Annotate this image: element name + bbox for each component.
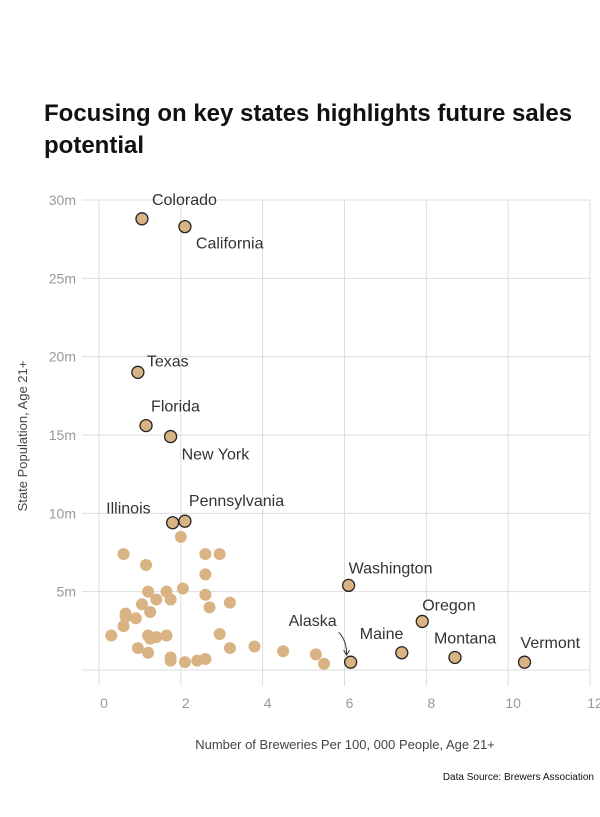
x-tick-label: 12	[587, 695, 600, 711]
y-axis-label: State Population, Age 21+	[15, 361, 30, 512]
scatter-point	[178, 656, 191, 669]
scatter-point	[199, 568, 212, 581]
scatter-point	[213, 548, 226, 561]
y-tick-label: 30m	[49, 192, 76, 208]
scatter-point-alaska	[343, 655, 358, 669]
scatter-point	[248, 640, 261, 653]
point-label-montana: Montana	[434, 630, 496, 647]
y-tick-label: 10m	[49, 505, 76, 521]
scatter-point-vermont	[517, 655, 532, 669]
scatter-point	[119, 610, 132, 623]
gridlines	[82, 199, 591, 686]
scatter-point	[140, 559, 153, 572]
scatter-point-maine	[395, 646, 409, 660]
x-axis-label: Number of Breweries Per 100, 000 People,…	[195, 737, 495, 752]
scatter-point	[117, 548, 130, 561]
y-tick-label: 15m	[49, 427, 76, 443]
tick-labels: 5m 10m 15m 20m 25m 30m 0 2 4 6 8 10 12	[49, 192, 600, 711]
scatter-point	[117, 620, 130, 633]
scatter-point-pennsylvania	[178, 514, 192, 528]
alaska-leader-arrow	[343, 649, 351, 657]
x-tick-label: 0	[100, 695, 108, 711]
scatter-point	[131, 642, 144, 655]
point-label-vermont: Vermont	[521, 635, 581, 652]
scatter-point	[277, 645, 290, 658]
scatter-point	[223, 642, 236, 655]
scatter-point	[199, 653, 212, 666]
scatter-point	[144, 606, 157, 619]
alaska-leader-line	[338, 631, 348, 655]
point-label-colorado: Colorado	[152, 192, 217, 209]
scatter-point	[105, 629, 118, 642]
y-tick-label: 25m	[49, 270, 76, 286]
scatter-point	[142, 646, 155, 659]
point-label-florida: Florida	[151, 399, 200, 416]
x-tick-label: 2	[182, 695, 190, 711]
scatter-point-colorado	[135, 212, 149, 226]
data-source-note: Data Source: Brewers Association	[442, 772, 594, 783]
x-tick-label: 4	[264, 695, 272, 711]
scatter-point	[199, 588, 212, 601]
scatter-point-california	[178, 219, 192, 234]
y-tick-label: 5m	[57, 584, 76, 600]
scatter-point	[160, 629, 173, 642]
y-tick-label: 20m	[49, 349, 76, 365]
scatter-point	[199, 548, 212, 561]
scatter-point-oregon	[415, 614, 429, 629]
scatter-point-washington	[341, 578, 356, 593]
scatter-point	[150, 593, 163, 606]
point-label-washington: Washington	[349, 560, 433, 577]
point-label-pennsylvania: Pennsylvania	[189, 493, 284, 510]
scatter-point	[213, 627, 226, 640]
point-label-maine: Maine	[360, 626, 404, 643]
x-tick-label: 6	[346, 695, 354, 711]
scatter-point	[318, 657, 331, 670]
point-label-illinois: Illinois	[106, 501, 150, 518]
scatter-point	[144, 632, 157, 645]
scatter-point-texas	[131, 365, 145, 379]
point-label-alaska: Alaska	[289, 613, 337, 630]
point-label-texas: Texas	[147, 353, 189, 370]
point-label-new-york: New York	[182, 447, 251, 464]
scatter-point-florida	[139, 418, 153, 433]
scatter-point	[309, 648, 322, 661]
point-labels: Colorado California Texas Florida New York Il…	[106, 192, 581, 657]
chart-title: Focusing on key states highlights future…	[44, 100, 573, 159]
scatter-point-montana	[448, 650, 462, 665]
scatter-point	[174, 530, 187, 543]
point-label-california: California	[196, 236, 264, 253]
scatter-point	[223, 596, 236, 609]
scatter-point	[176, 582, 189, 595]
data-points	[105, 212, 532, 670]
point-label-oregon: Oregon	[422, 597, 475, 614]
x-tick-label: 8	[427, 695, 435, 711]
x-tick-label: 10	[505, 695, 521, 711]
scatter-point-illinois	[165, 516, 180, 530]
scatter-point	[135, 598, 148, 611]
scatter-point-new-york	[163, 429, 178, 444]
scatter-point	[129, 612, 142, 625]
scatter-point	[203, 601, 216, 614]
scatter-point	[164, 593, 177, 606]
scatter-point	[164, 654, 177, 667]
scatter-point	[142, 585, 155, 598]
